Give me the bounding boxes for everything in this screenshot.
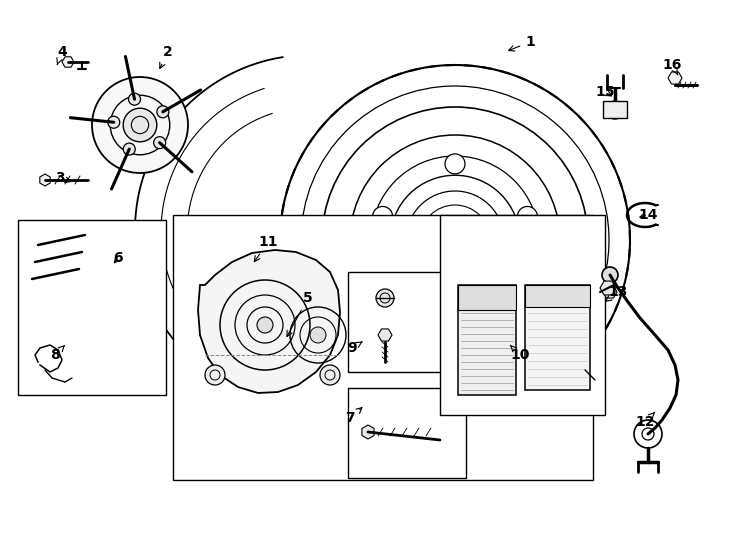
Text: 7: 7 [345,408,362,425]
Bar [603,101,627,118]
Circle shape [157,106,169,118]
Text: 13: 13 [606,285,628,302]
Bar [348,388,466,478]
Polygon shape [62,57,74,67]
Circle shape [373,206,393,226]
Text: 2: 2 [160,45,173,69]
Circle shape [445,154,465,174]
Circle shape [92,77,188,173]
Circle shape [606,101,624,119]
Text: 12: 12 [635,412,655,429]
Bar [18,220,166,395]
Text: 14: 14 [639,208,658,222]
Circle shape [205,365,225,385]
Polygon shape [362,425,374,439]
Bar [348,272,466,372]
Circle shape [153,137,166,148]
Polygon shape [198,250,340,393]
Text: 9: 9 [347,341,362,355]
Text: 11: 11 [254,235,277,262]
Circle shape [434,219,476,261]
Polygon shape [40,174,50,186]
Text: 16: 16 [662,58,682,75]
Text: 4: 4 [57,45,67,64]
Circle shape [634,420,662,448]
Bar [525,285,590,390]
Text: 1: 1 [509,35,535,51]
Circle shape [310,327,326,343]
Polygon shape [603,286,617,298]
Circle shape [376,289,394,307]
Circle shape [320,365,340,385]
Circle shape [257,317,273,333]
Circle shape [517,206,537,226]
Circle shape [123,143,135,155]
Polygon shape [378,329,392,341]
Circle shape [602,267,618,283]
Text: 5: 5 [287,291,313,336]
Bar [525,285,590,307]
Bar [458,285,516,395]
Circle shape [400,292,421,312]
Circle shape [108,116,120,128]
Text: 8: 8 [50,346,65,362]
Text: 6: 6 [113,251,123,265]
Circle shape [123,108,157,142]
Text: 3: 3 [55,171,71,185]
Bar [458,285,516,310]
Bar [440,215,605,415]
Circle shape [490,292,509,312]
Bar [173,215,593,480]
Polygon shape [668,72,682,84]
Text: 10: 10 [510,345,530,362]
Circle shape [128,93,140,105]
Polygon shape [600,281,616,295]
Polygon shape [99,257,111,269]
Text: 15: 15 [595,85,615,99]
